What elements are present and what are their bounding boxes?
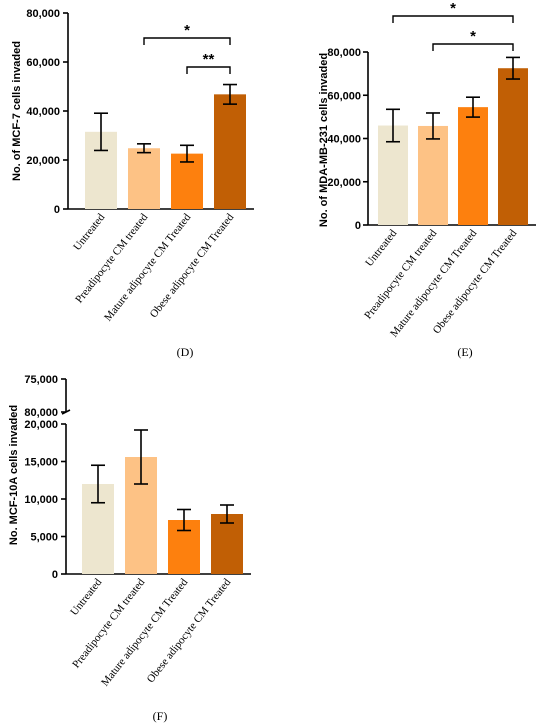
y-tick-label: 15,000 bbox=[24, 457, 58, 469]
x-tick-label: Obese adipocyte CM Treated bbox=[431, 227, 520, 336]
y-axis-label: No. of MDA-MB-231 cells invaded bbox=[318, 53, 330, 227]
x-tick-label: Obese adipocyte CM Treated bbox=[148, 211, 237, 320]
x-tick-label: Mature adipocyte CM Treated bbox=[99, 576, 191, 689]
y-tick-label: 60,000 bbox=[26, 57, 60, 69]
bar bbox=[498, 68, 528, 225]
chart-panel-f: No. MCF-10A cells invaded (F) 75,000 80,0… bbox=[8, 374, 251, 723]
y-tick-label: 10,000 bbox=[24, 494, 58, 506]
x-tick-label: Obese adipocyte CM Treated bbox=[145, 576, 234, 685]
y-tick-label: 40,000 bbox=[26, 106, 60, 118]
chart-panel-d: No. of MCF-7 cells invaded (D) 0 20,000 40… bbox=[11, 8, 254, 359]
bar bbox=[214, 94, 246, 209]
y-tick-label: 0 bbox=[355, 220, 361, 232]
y-tick-label: 0 bbox=[54, 204, 60, 216]
y-tick-label: 40,000 bbox=[327, 134, 361, 146]
bar bbox=[128, 148, 160, 209]
y-tick-label: 80,000 bbox=[24, 407, 58, 419]
significance-bracket bbox=[186, 66, 231, 74]
y-tick-label: 60,000 bbox=[327, 90, 361, 102]
y-axis-label: No. MCF-10A cells invaded bbox=[8, 405, 20, 545]
x-tick-label: Preadipocyte CM treated bbox=[70, 576, 147, 670]
significance-label: * bbox=[470, 28, 476, 45]
significance-bracket bbox=[432, 43, 514, 51]
x-tick-label: Preadipocyte CM treated bbox=[73, 211, 150, 305]
y-axis-label: No. of MCF-7 cells invaded bbox=[11, 41, 23, 181]
x-tick-label: Preadipocyte CM treated bbox=[362, 227, 439, 321]
significance-label: * bbox=[184, 22, 190, 39]
y-tick-label: 5,000 bbox=[30, 532, 58, 544]
significance-bracket bbox=[392, 15, 514, 23]
x-tick-label: Untreated bbox=[363, 227, 399, 269]
x-tick-label: Untreated bbox=[68, 576, 104, 618]
y-tick-label: 20,000 bbox=[26, 155, 60, 167]
y-tick-label: 80,000 bbox=[327, 47, 361, 59]
bar bbox=[418, 125, 448, 225]
panel-label: (D) bbox=[177, 345, 194, 359]
x-tick-label: Mature adipocyte CM Treated bbox=[102, 211, 194, 324]
bar bbox=[171, 153, 203, 209]
bar bbox=[458, 107, 488, 225]
x-tick-label: Untreated bbox=[71, 211, 107, 253]
panel-label: (E) bbox=[457, 345, 472, 359]
significance-label: * bbox=[450, 0, 456, 17]
panel-label: (F) bbox=[153, 709, 168, 723]
significance-label: ** bbox=[203, 51, 215, 68]
y-tick-label: 0 bbox=[52, 569, 58, 581]
y-tick-label: 20,000 bbox=[24, 419, 58, 431]
bar bbox=[211, 514, 243, 574]
significance-bracket bbox=[143, 37, 231, 45]
y-tick-label: 80,000 bbox=[26, 8, 60, 20]
y-tick-label: 75,000 bbox=[24, 374, 58, 386]
chart-panel-e: No. of MDA-MB-231 cells invaded (E) 0 20,… bbox=[318, 0, 536, 359]
y-tick-label: 20,000 bbox=[327, 177, 361, 189]
